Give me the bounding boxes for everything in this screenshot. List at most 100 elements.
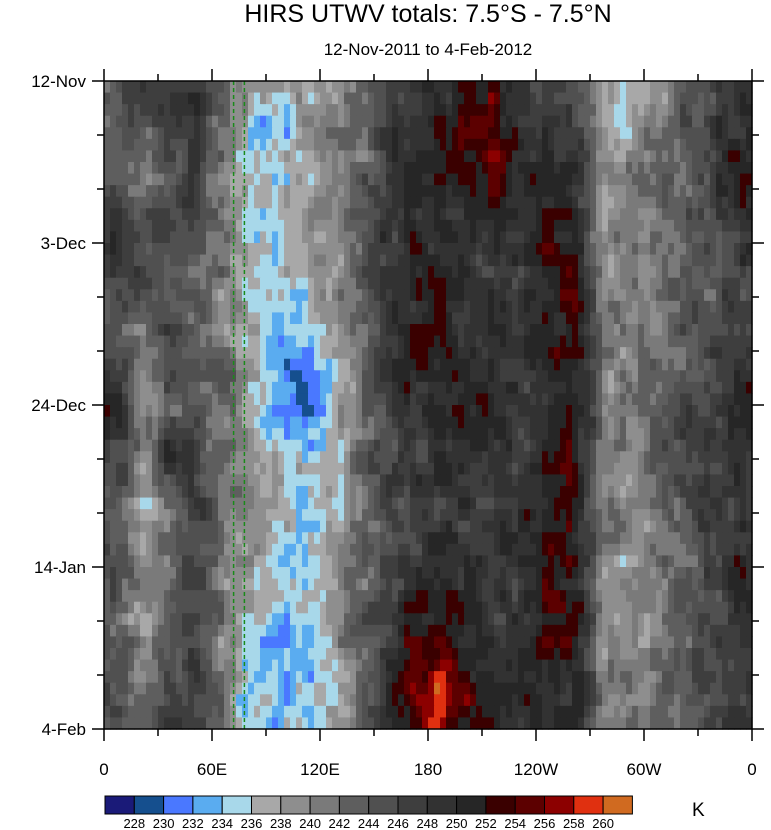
heatmap-cell — [380, 347, 387, 360]
heatmap-cell — [416, 451, 423, 464]
heatmap-cell — [494, 138, 501, 152]
heatmap-cell — [146, 138, 153, 152]
heatmap-cell — [122, 254, 129, 267]
heatmap-cell — [614, 567, 621, 580]
heatmap-cell — [440, 358, 447, 371]
heatmap-cell — [698, 428, 705, 441]
heatmap-cell — [482, 312, 489, 325]
heatmap-cell — [608, 115, 615, 128]
heatmap-cell — [434, 590, 441, 603]
heatmap-cell — [704, 370, 711, 383]
heatmap-cell — [110, 115, 117, 128]
heatmap-cell — [410, 254, 417, 267]
heatmap-cell — [608, 300, 615, 314]
heatmap-cell — [572, 81, 579, 94]
heatmap-cell — [476, 451, 483, 464]
heatmap-cell — [398, 601, 405, 614]
heatmap-cell — [680, 578, 687, 591]
heatmap-cell — [452, 428, 459, 441]
heatmap-cell — [128, 474, 135, 487]
heatmap-cell — [428, 567, 435, 580]
heatmap-cell — [230, 219, 237, 233]
heatmap-cell — [626, 138, 633, 152]
heatmap-cell — [164, 254, 171, 267]
heatmap-cell — [218, 266, 225, 279]
heatmap-cell — [512, 127, 519, 140]
heatmap-cell — [608, 208, 615, 221]
heatmap-cell — [338, 555, 345, 568]
heatmap-cell — [506, 543, 513, 557]
heatmap-cell — [176, 254, 183, 267]
heatmap-cell — [350, 474, 357, 487]
heatmap-cell — [566, 543, 573, 557]
heatmap-cell — [560, 173, 567, 186]
heatmap-cell — [398, 509, 405, 522]
heatmap-cell — [668, 462, 675, 476]
heatmap-cell — [242, 543, 249, 557]
heatmap-cell — [548, 324, 555, 337]
heatmap-cell — [116, 335, 123, 348]
heatmap-cell — [248, 462, 255, 476]
heatmap-cell — [398, 405, 405, 418]
heatmap-cell — [134, 219, 141, 233]
heatmap-cell — [104, 138, 111, 152]
heatmap-cell — [314, 231, 321, 244]
heatmap-cell — [362, 138, 369, 152]
heatmap-cell — [272, 451, 279, 464]
heatmap-cell — [314, 138, 321, 152]
heatmap-cell — [680, 208, 687, 221]
heatmap-cell — [212, 416, 219, 429]
heatmap-cell — [380, 520, 387, 533]
heatmap-cell — [440, 578, 447, 591]
heatmap-cell — [398, 416, 405, 429]
heatmap-cell — [716, 532, 723, 545]
heatmap-cell — [506, 439, 513, 452]
heatmap-cell — [548, 370, 555, 383]
heatmap-cell — [716, 324, 723, 337]
heatmap-cell — [284, 497, 291, 510]
heatmap-cell — [596, 532, 603, 545]
heatmap-cell — [200, 474, 207, 487]
heatmap-cell — [548, 138, 555, 152]
heatmap-cell — [314, 509, 321, 522]
heatmap-cell — [152, 578, 159, 591]
heatmap-cell — [224, 590, 231, 603]
heatmap-cell — [236, 243, 243, 256]
heatmap-cell — [608, 81, 615, 94]
heatmap-cell — [344, 266, 351, 279]
heatmap-cell — [440, 486, 447, 499]
heatmap-cell — [674, 254, 681, 267]
heatmap-cell — [434, 185, 441, 198]
heatmap-cell — [248, 486, 255, 499]
heatmap-cell — [392, 300, 399, 314]
heatmap-cell — [584, 428, 591, 441]
heatmap-cell — [230, 451, 237, 464]
heatmap-cell — [302, 300, 309, 314]
heatmap-cell — [704, 185, 711, 198]
heatmap-cell — [566, 138, 573, 152]
heatmap-cell — [554, 300, 561, 314]
heatmap-cell — [200, 185, 207, 198]
heatmap-cell — [620, 381, 627, 395]
heatmap-cell — [608, 92, 615, 105]
heatmap-cell — [326, 532, 333, 545]
heatmap-cell — [224, 381, 231, 395]
heatmap-cell — [410, 405, 417, 418]
heatmap-cell — [362, 300, 369, 314]
heatmap-cell — [344, 173, 351, 186]
heatmap-cell — [320, 474, 327, 487]
heatmap-cell — [632, 381, 639, 395]
heatmap-cell — [290, 358, 297, 371]
heatmap-cell — [422, 266, 429, 279]
heatmap-cell — [656, 173, 663, 186]
heatmap-cell — [704, 497, 711, 510]
heatmap-cell — [626, 543, 633, 557]
heatmap-cell — [650, 208, 657, 221]
heatmap-cell — [296, 474, 303, 487]
heatmap-cell — [224, 254, 231, 267]
heatmap-cell — [158, 509, 165, 522]
heatmap-cell — [344, 462, 351, 476]
heatmap-cell — [422, 196, 429, 209]
heatmap-cell — [194, 219, 201, 233]
heatmap-cell — [392, 520, 399, 533]
